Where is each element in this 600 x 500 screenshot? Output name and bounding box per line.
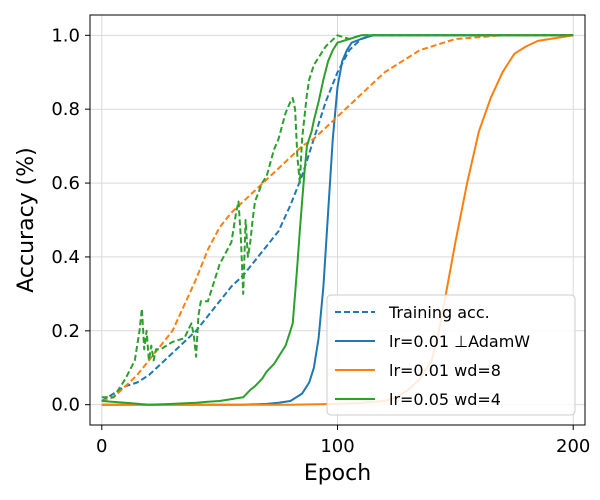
y-axis-title: Accuracy (%) xyxy=(14,147,39,293)
y-tick-label: 0.8 xyxy=(51,99,80,120)
y-tick-label: 0.2 xyxy=(51,321,80,342)
y-tick-label: 1.0 xyxy=(51,25,80,46)
series-line-6 xyxy=(101,34,574,406)
legend-label: lr=0.05 wd=4 xyxy=(389,390,501,409)
ticks: 0 100 200 0.0 0.2 0.4 0.6 0.8 1.0 xyxy=(51,25,590,457)
x-axis-title: Epoch xyxy=(304,461,371,486)
legend-box xyxy=(326,294,576,416)
x-tick-label: 100 xyxy=(320,436,354,457)
legend-label: lr=0.01 wd=8 xyxy=(389,361,501,380)
legend: Training acc. lr=0.01 ⊥AdamW lr=0.01 wd=8 l… xyxy=(326,294,576,416)
y-tick-label: 0.0 xyxy=(51,395,80,416)
y-tick-label: 0.4 xyxy=(51,247,80,268)
legend-label: Training acc. xyxy=(388,303,490,322)
series-line-1 xyxy=(101,34,574,402)
y-tick-label: 0.6 xyxy=(51,173,80,194)
x-tick-label: 0 xyxy=(96,436,107,457)
x-tick-label: 200 xyxy=(556,436,590,457)
series-line-5 xyxy=(101,34,574,399)
legend-label: lr=0.01 ⊥AdamW xyxy=(389,332,530,351)
